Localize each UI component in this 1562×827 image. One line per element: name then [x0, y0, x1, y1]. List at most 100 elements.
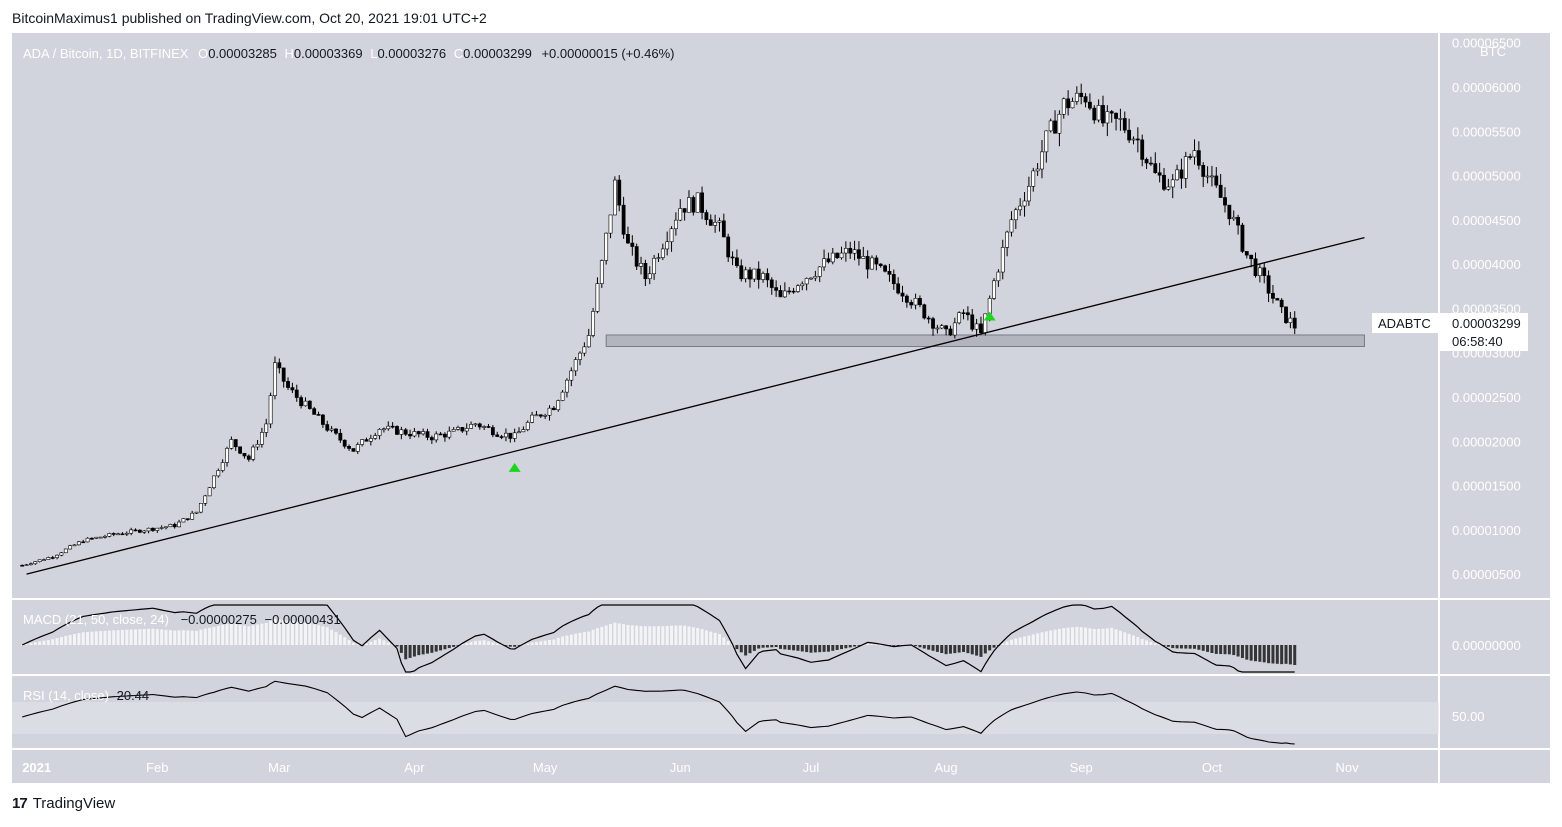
macd-histogram-bar	[382, 640, 386, 645]
macd-histogram-bar	[1179, 645, 1183, 649]
macd-histogram-bar	[700, 629, 704, 645]
macd-value-1: −0.00000275	[180, 612, 257, 627]
footer-brand: 17 TradingView	[12, 795, 115, 812]
macd-histogram-bar	[582, 632, 586, 645]
candle-body	[630, 242, 635, 247]
candle-body	[678, 208, 683, 221]
macd-histogram-bar	[286, 620, 290, 645]
candle-body	[290, 387, 295, 391]
macd-histogram-bar	[722, 637, 726, 645]
candle-body	[137, 529, 142, 533]
candle-body	[1009, 219, 1014, 233]
macd-histogram-bar	[696, 627, 700, 645]
macd-histogram-bar	[635, 625, 639, 645]
candle-body	[164, 526, 168, 529]
macd-histogram-bar	[822, 645, 826, 652]
macd-histogram-bar	[757, 645, 761, 649]
candle-body	[159, 527, 164, 529]
candle-body	[299, 397, 304, 407]
candle-body	[399, 429, 404, 435]
macd-histogram-bar	[1101, 628, 1105, 645]
candle-body	[412, 431, 417, 437]
macd-histogram-bar	[778, 645, 782, 649]
candle-body	[573, 359, 578, 372]
macd-histogram-bar	[460, 644, 464, 646]
macd-histogram-bar	[1031, 634, 1035, 645]
macd-histogram-bar	[892, 645, 896, 646]
macd-histogram-bar	[1193, 645, 1197, 649]
candle-body	[1061, 98, 1066, 115]
candle-body	[203, 495, 208, 504]
candle-body	[1170, 179, 1175, 188]
unit-label: BTC	[1480, 44, 1506, 59]
candle-body	[979, 323, 983, 334]
candle-body	[259, 432, 264, 445]
macd-histogram-bar	[870, 644, 874, 645]
macd-histogram-bar	[979, 645, 983, 657]
candle-body	[700, 192, 704, 213]
candle-body	[490, 427, 495, 436]
candle-body	[1183, 156, 1188, 179]
candle-body	[1201, 165, 1206, 177]
macd-histogram-bar	[216, 625, 220, 645]
candle-body	[809, 277, 813, 280]
candle-body	[220, 462, 225, 471]
candle-body	[769, 279, 774, 288]
macd-histogram-bar	[1114, 629, 1118, 645]
support-bounce-marker-icon	[983, 311, 996, 321]
candle-body	[1236, 216, 1240, 226]
candle-body	[190, 512, 195, 520]
macd-histogram-bar	[1206, 645, 1210, 652]
macd-histogram-bar	[1145, 640, 1149, 645]
macd-histogram-bar	[378, 638, 382, 645]
chart-frame[interactable]: 0.00006500 0.00006000 0.00005500 0.00005000…	[12, 33, 1550, 783]
symbol-tag-box	[1372, 313, 1439, 333]
candle-body	[390, 425, 395, 428]
y-tick-label: 0.00001500	[1452, 479, 1521, 494]
macd-histogram-bar	[487, 641, 491, 645]
candle-body	[1118, 118, 1123, 120]
candle-body	[861, 256, 866, 259]
candle-body	[826, 258, 831, 263]
candle-body	[1214, 175, 1219, 186]
macd-histogram-bar	[112, 630, 116, 645]
macd-histogram-bar	[134, 629, 138, 645]
candle-body	[551, 407, 556, 411]
candle-body	[918, 298, 922, 306]
candle-body	[382, 428, 386, 431]
macd-histogram-bar	[874, 644, 878, 646]
candle-body	[608, 214, 613, 234]
macd-histogram-bar	[1293, 645, 1297, 665]
candle-body	[98, 536, 103, 539]
candle-body	[116, 533, 120, 536]
chart-canvas[interactable]: 0.00006500 0.00006000 0.00005500 0.00005000…	[12, 33, 1550, 783]
candle-body	[460, 427, 465, 432]
macd-histogram-bar	[94, 631, 98, 645]
macd-histogram-bar	[25, 644, 29, 645]
candle-body	[591, 311, 595, 336]
candle-body	[778, 290, 783, 298]
candle-body	[1088, 101, 1092, 109]
candle-body	[800, 283, 805, 287]
macd-histogram-bar	[809, 645, 813, 653]
candle-body	[1153, 163, 1158, 174]
low-label: L	[370, 46, 378, 61]
candle-body	[578, 352, 582, 360]
candle-body	[286, 381, 290, 388]
rsi-label: RSI (14, close)	[23, 688, 109, 703]
macd-histogram-bar	[59, 636, 63, 645]
macd-histogram-bar	[303, 622, 307, 645]
macd-histogram-bar	[796, 645, 800, 651]
macd-histogram-bar	[1018, 637, 1022, 645]
macd-histogram-bar	[783, 645, 787, 650]
macd-histogram-bar	[86, 631, 90, 645]
macd-histogram-bar	[1188, 645, 1192, 649]
candle-body	[55, 554, 59, 558]
high-label: H	[284, 46, 294, 61]
candle-body	[813, 276, 818, 279]
candle-body	[1218, 184, 1223, 198]
candle-body	[107, 533, 112, 537]
candle-body	[543, 414, 548, 417]
macd-histogram-bar	[338, 634, 342, 645]
macd-histogram-bar	[77, 633, 81, 645]
